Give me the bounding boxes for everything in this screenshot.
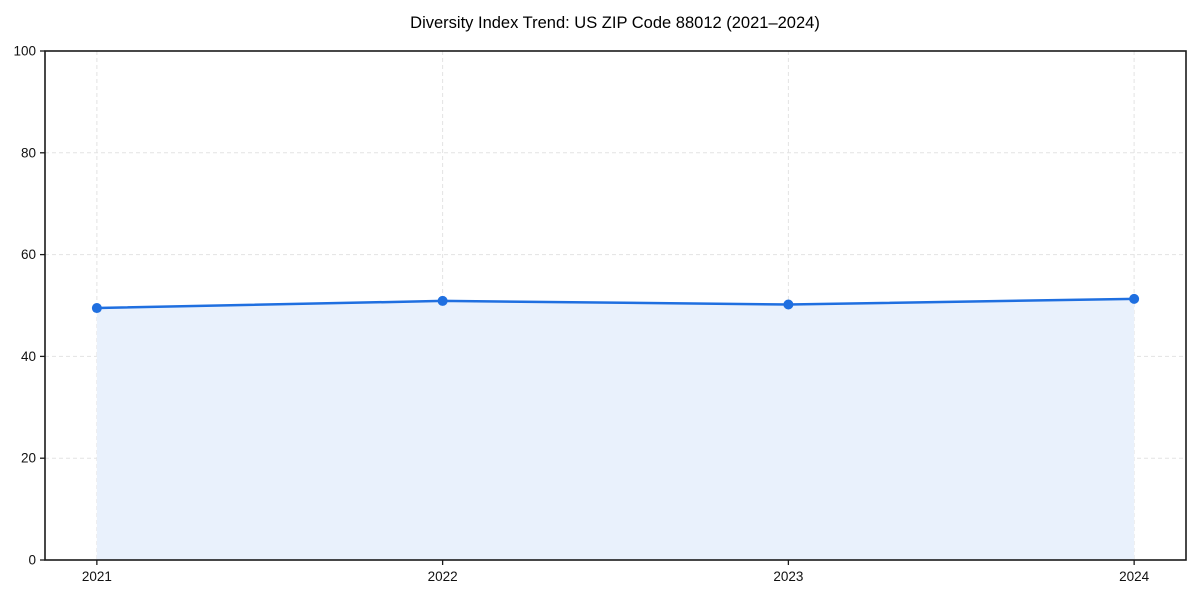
y-tick-label: 40 xyxy=(21,349,36,364)
data-point-2024 xyxy=(1129,293,1140,304)
y-tick-label: 0 xyxy=(28,553,36,568)
x-tick-label: 2023 xyxy=(773,569,803,584)
plot-frame xyxy=(44,50,1187,561)
y-tick-label: 100 xyxy=(13,44,36,59)
chart-title: Diversity Index Trend: US ZIP Code 88012… xyxy=(410,14,820,32)
data-point-2023 xyxy=(783,299,794,310)
x-tick-label: 2024 xyxy=(1119,569,1150,584)
data-point-2021 xyxy=(91,303,102,314)
x-tick-label: 2021 xyxy=(82,569,112,584)
x-tick-label: 2022 xyxy=(428,569,458,584)
y-tick-label: 80 xyxy=(21,145,36,160)
area-fill xyxy=(96,298,1135,560)
trend-line xyxy=(95,297,1136,310)
data-point-2022 xyxy=(437,295,448,306)
y-tick-label: 60 xyxy=(21,247,36,262)
y-tick-label: 20 xyxy=(21,451,36,466)
